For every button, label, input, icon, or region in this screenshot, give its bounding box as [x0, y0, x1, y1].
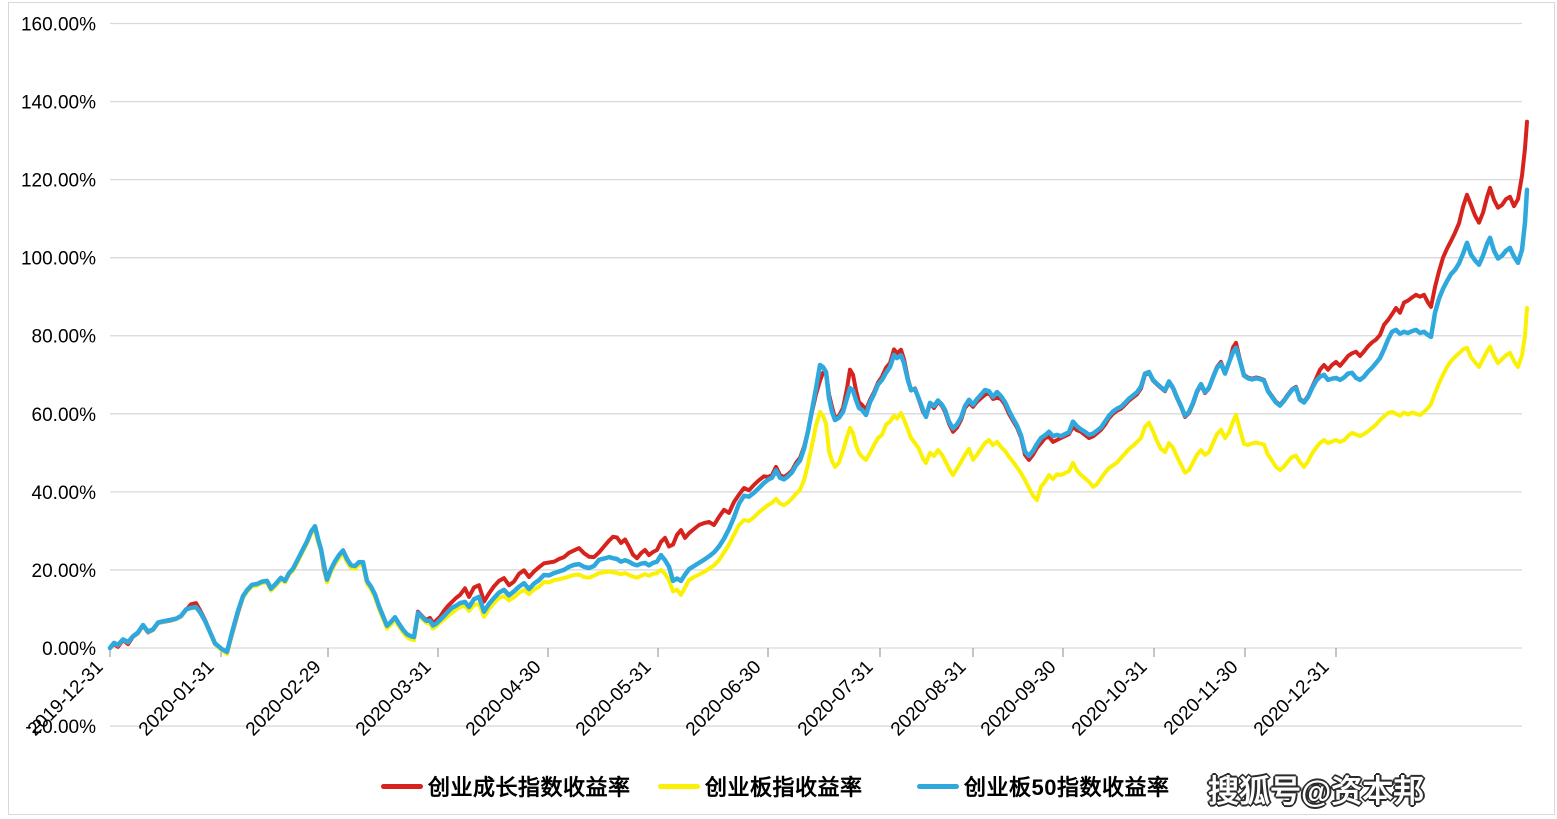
x-axis-label: 2020-07-31: [794, 657, 878, 741]
legend-label: 创业板50指数收益率: [964, 775, 1170, 800]
x-axis-label: 2020-09-30: [977, 657, 1061, 741]
x-axis-label: 2020-04-30: [462, 657, 546, 741]
y-axis-label: 40.00%: [32, 483, 97, 504]
chart-legend: 创业成长指数收益率 创业板指收益率 创业板50指数收益率: [0, 770, 1557, 806]
series-line-2: [107, 187, 1530, 655]
x-axis-label: 2020-08-31: [887, 657, 971, 741]
x-axis-label: 2020-01-31: [135, 657, 219, 741]
blue-line-swatch-icon: [917, 783, 959, 789]
y-axis-label: 100.00%: [21, 249, 96, 270]
y-axis-label: 60.00%: [32, 405, 97, 426]
y-axis-label: -20.00%: [25, 717, 96, 738]
yellow-line-swatch-icon: [658, 783, 700, 789]
legend-item-growth-index: 创业成长指数收益率: [381, 770, 631, 802]
x-axis-label: 2020-12-31: [1250, 657, 1334, 741]
legend-item-chinext-index: 创业板指收益率: [658, 770, 863, 802]
y-axis-label: 140.00%: [21, 93, 96, 114]
legend-label: 创业成长指数收益率: [428, 775, 631, 800]
x-axis-label: 2020-02-29: [242, 657, 326, 741]
red-line-swatch-icon: [381, 783, 423, 789]
legend-item-chinext50-index: 创业板50指数收益率: [917, 770, 1169, 802]
x-axis-label: 2020-06-30: [682, 657, 766, 741]
y-axis-label: 160.00%: [21, 14, 96, 35]
x-axis-label: 2020-03-31: [352, 657, 436, 741]
y-axis-label: 0.00%: [42, 639, 96, 660]
x-axis-label: 2020-10-31: [1068, 657, 1152, 741]
series-line-1: [108, 306, 1529, 656]
x-axis-label: 2020-11-30: [1160, 657, 1243, 740]
legend-label: 创业板指收益率: [705, 775, 863, 800]
y-axis-label: 120.00%: [21, 171, 96, 192]
y-axis-label: 20.00%: [32, 561, 97, 582]
x-axis-label: 2020-05-31: [572, 657, 656, 741]
y-axis-label: 80.00%: [32, 327, 97, 348]
sohu-watermark: 搜狐号@资本邦: [1208, 774, 1425, 809]
